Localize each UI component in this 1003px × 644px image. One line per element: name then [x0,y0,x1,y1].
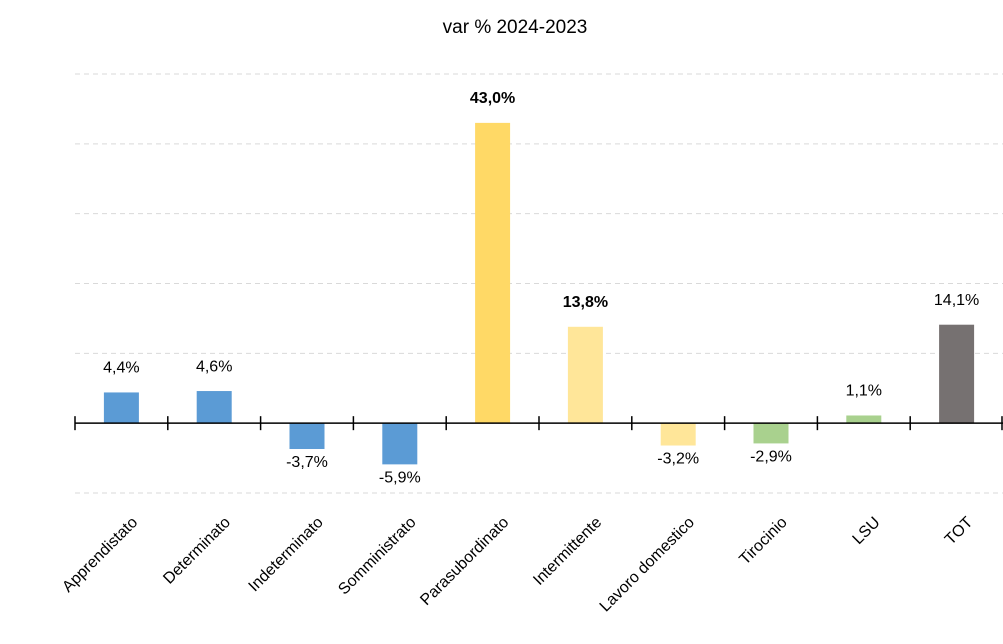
value-label: -5,9% [379,470,421,487]
value-label: 1,1% [846,383,882,400]
bar [753,423,789,444]
x-tick-label: Somministrato [335,514,419,598]
bar [103,392,139,424]
bar [289,423,325,450]
x-tick-label: LSU [850,514,884,548]
value-label: 4,6% [196,358,232,375]
bar [660,423,696,446]
x-tick-label: Tirocinio [736,514,790,568]
bar [475,122,511,424]
bar [939,324,975,424]
bar [382,423,418,465]
chart-title: var % 2024-2023 [443,17,588,38]
value-label: -3,7% [286,454,328,471]
value-label: 13,8% [563,294,608,311]
value-label: -2,9% [750,449,792,466]
bar [196,391,232,424]
x-tick-label: Parasubordinato [417,514,512,609]
bar [846,415,882,424]
x-tick-label: Intermittente [530,514,605,589]
bar [567,326,603,424]
x-tick-label: Determinato [160,514,234,588]
value-label: 43,0% [470,90,515,107]
value-label: 4,4% [103,360,139,377]
value-label: -3,2% [657,451,699,468]
x-tick-label: TOT [942,514,977,549]
x-tick-label: Lavoro domestico [597,514,698,615]
x-tick-label: Indeterminato [246,514,327,595]
x-tick-label: Apprendistato [59,514,141,596]
value-label: 14,1% [934,292,979,309]
